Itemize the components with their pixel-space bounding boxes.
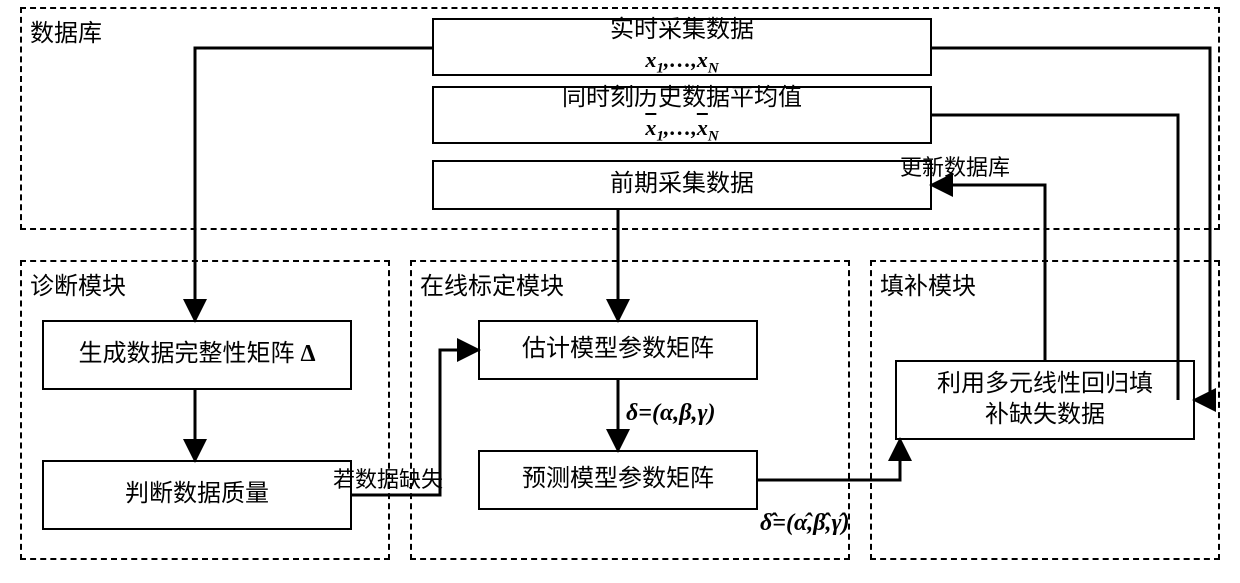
node-earlier-text: 前期采集数据 [610, 169, 754, 200]
node-earlier-data: 前期采集数据 [432, 160, 932, 210]
node-realtime-formula: x1,…,xN [645, 46, 718, 79]
formula-deltahat: δ̂=(α̂,β̂,γ̂) [760, 510, 850, 537]
edge-label-update-db: 更新数据库 [900, 150, 1010, 182]
node-estimate-params: 估计模型参数矩阵 [478, 320, 758, 380]
node-predict-params: 预测模型参数矩阵 [478, 450, 758, 510]
node-realtime-data: 实时采集数据 x1,…,xN [432, 18, 932, 76]
node-histavg-data: 同时刻历史数据平均值 x1,…,xN [432, 86, 932, 144]
node-estimate-text: 估计模型参数矩阵 [522, 334, 714, 365]
node-predict-text: 预测模型参数矩阵 [522, 464, 714, 495]
module-calibration-label: 在线标定模块 [420, 266, 564, 301]
node-regression-fill: 利用多元线性回归填 补缺失数据 [895, 360, 1195, 440]
module-diagnosis-label: 诊断模块 [30, 266, 126, 301]
node-integrity-matrix: 生成数据完整性矩阵 Δ [42, 320, 352, 390]
node-judge-quality: 判断数据质量 [42, 460, 352, 530]
node-histavg-text: 同时刻历史数据平均值 [562, 83, 802, 114]
module-database-label: 数据库 [30, 13, 102, 48]
node-realtime-text: 实时采集数据 [610, 15, 754, 46]
module-fill-label: 填补模块 [880, 266, 976, 301]
node-regress-text1: 利用多元线性回归填 [937, 369, 1153, 400]
node-histavg-formula: x1,…,xN [645, 114, 718, 147]
node-integrity-text: 生成数据完整性矩阵 Δ [78, 339, 315, 370]
node-regress-text2: 补缺失数据 [985, 400, 1105, 431]
node-judge-text: 判断数据质量 [125, 479, 269, 510]
formula-delta: δ=(α,β,γ) [626, 400, 716, 427]
edge-label-if-missing: 若数据缺失 [333, 462, 443, 494]
